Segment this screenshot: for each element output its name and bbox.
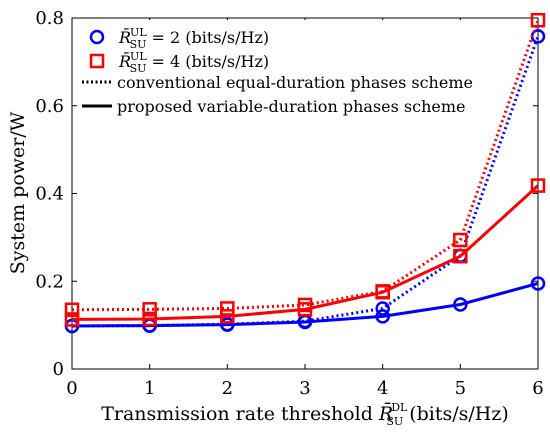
y-tick-label: 0 [53,359,64,380]
data-point-circle [375,309,390,324]
legend-r4-sup: UL [130,50,147,63]
data-point-circle [453,297,468,312]
x-axis-label-prefix: Transmission rate threshold [101,403,379,425]
data-point-square [64,312,80,327]
legend-entry-conventional: conventional equal-duration phases schem… [117,73,473,92]
legend-r4-text: = 4 (bits/s/Hz) [146,52,269,71]
legend-entry-proposed: proposed variable-duration phases scheme [117,97,465,116]
data-point-circle [220,317,235,332]
data-point-square [297,302,313,317]
y-tick-label: 0.2 [35,271,64,292]
data-point-circle [530,276,546,291]
legend-r4-sub: SU [130,62,147,75]
legend-circle-marker [89,29,105,45]
series-line [71,19,540,312]
y-tick-label: 0.8 [35,8,64,29]
data-point-square [142,302,157,317]
data-point-square [142,311,157,327]
legend: R̄UL SU = 2 (bits/s/Hz) R̄UL SU = 4 (bits/… [80,20,498,120]
x-tick-label: 2 [222,378,233,399]
x-tick-label: 1 [144,378,155,399]
legend-box [80,20,498,120]
data-point-square [453,232,468,248]
axis-ticks: 0 1 2 3 4 5 6 0 0.2 0.4 0.6 0.8 [35,8,543,399]
legend-r2-text: = 2 (bits/s/Hz) [146,28,269,47]
x-tick-label: 3 [299,378,310,399]
data-point-square [530,178,546,193]
x-tick-label: 6 [532,378,543,399]
legend-r4-symbol: R̄ [118,50,131,71]
x-axis-label-symbol: R̄ [378,402,393,425]
data-point-square [64,302,80,318]
data-point-square [453,248,468,264]
legend-r2-symbol: R̄ [118,26,131,47]
y-tick-label: 0.4 [35,184,64,205]
x-axis-label-sub: SU [386,415,403,428]
data-point-square [530,12,546,28]
y-axis-label: System power/W [7,111,29,274]
legend-square-marker [89,53,105,69]
series-line [71,184,540,321]
x-axis-label-sup: DL [391,401,408,414]
series-R4-solid [64,178,546,327]
data-point-square [220,309,235,324]
x-tick-label: 0 [66,378,77,399]
data-point-square [220,301,235,316]
x-tick-label: 4 [377,378,388,399]
legend-entry-r4: R̄UL SU = 4 (bits/s/Hz) [118,50,269,75]
y-tick-label: 0.6 [35,96,64,117]
legend-entry-r2: R̄UL SU = 2 (bits/s/Hz) [118,26,269,51]
series-layer [64,12,546,334]
x-axis-label-suffix: (bits/s/Hz) [403,403,509,425]
data-point-circle [375,301,390,316]
x-tick-label: 5 [455,378,466,399]
x-axis-label: Transmission rate threshold R̄DL SU (bits… [101,401,509,428]
data-point-square [375,284,390,300]
legend-r2-sup: UL [130,26,147,39]
legend-r2-sub: SU [130,38,147,51]
